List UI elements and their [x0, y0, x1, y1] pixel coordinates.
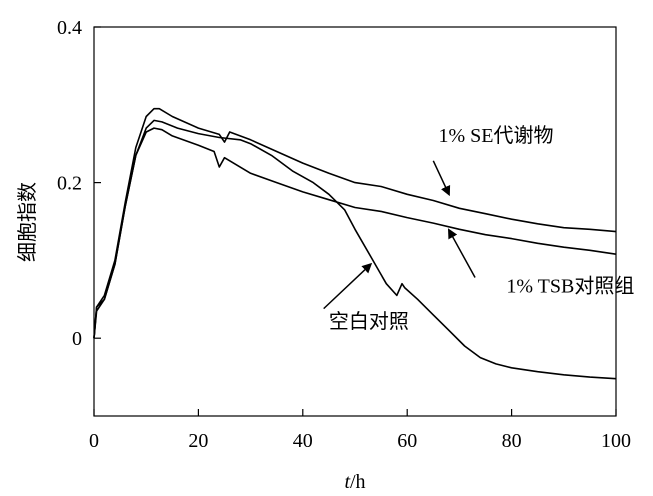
- series-layer: [93, 107, 617, 380]
- x-axis: 0 20 40 60 80 100: [89, 409, 631, 452]
- x-axis-title-unit: /h: [350, 471, 366, 493]
- series-line-2: [93, 119, 617, 380]
- series-line-0: [93, 107, 617, 339]
- annotation-arrow: [447, 228, 476, 278]
- annotation-arrow: [323, 262, 373, 310]
- annotation-label: 1% TSB对照组: [506, 274, 634, 297]
- y-tick-label: 0.4: [57, 17, 82, 39]
- x-tick-label: 60: [397, 430, 417, 452]
- x-tick-label: 0: [89, 430, 99, 452]
- y-tick-label: 0: [72, 328, 82, 350]
- y-axis-title: 细胞指数: [16, 182, 39, 262]
- y-axis: 0 0.2 0.4: [57, 17, 101, 350]
- x-axis-title-italic: t: [344, 471, 350, 493]
- annotation-arrow: [432, 160, 451, 197]
- plot-frame: [93, 26, 617, 417]
- x-axis-title: t/h: [344, 471, 365, 493]
- x-tick-label: 100: [601, 430, 631, 452]
- x-tick-label: 80: [502, 430, 522, 452]
- x-tick-label: 20: [188, 430, 208, 452]
- y-tick-label: 0.2: [57, 173, 82, 195]
- x-tick-label: 40: [293, 430, 313, 452]
- annotation-label: 1% SE代谢物: [439, 124, 554, 147]
- series-line-1: [93, 127, 617, 339]
- annotation-label: 空白对照: [329, 310, 409, 333]
